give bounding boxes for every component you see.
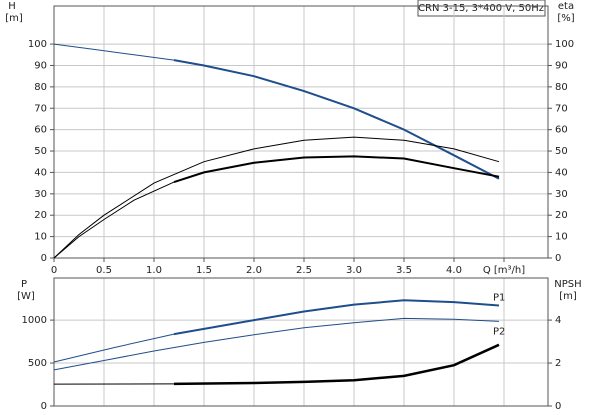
curve <box>173 59 500 180</box>
y-tick-label: 80 <box>34 82 47 93</box>
x-tick-label: Q [m³/h] <box>483 265 525 276</box>
x-tick-label: 3.5 <box>396 265 412 276</box>
curve <box>173 299 500 336</box>
y2-tick-label: 2 <box>555 358 561 369</box>
y-unit: [W] <box>17 291 35 302</box>
curve <box>173 343 500 386</box>
y2-tick-label: 10 <box>555 232 568 243</box>
x-tick-label: 4.0 <box>446 265 462 276</box>
y2-tick-label: 4 <box>555 315 561 326</box>
x-tick-label: 0.5 <box>96 265 112 276</box>
x-tick-label: 2.0 <box>246 265 262 276</box>
y-tick-label: 70 <box>34 103 47 114</box>
chart-title: CRN 3-15, 3*400 V, 50Hz <box>418 3 544 14</box>
curve <box>53 181 175 259</box>
x-tick-label: 2.5 <box>296 265 312 276</box>
y-tick-label: 40 <box>34 167 47 178</box>
y-tick-label: 500 <box>28 358 47 369</box>
curve <box>173 155 500 184</box>
curve-label: P2 <box>493 326 505 337</box>
y2-tick-label: 0 <box>555 401 561 412</box>
y2-tick-label: 100 <box>555 39 574 50</box>
y2-tick-label: 0 <box>555 253 561 264</box>
y2-tick-label: 80 <box>555 82 568 93</box>
curve <box>53 136 500 259</box>
y2-tick-label: 50 <box>555 146 568 157</box>
curve-label: P1 <box>493 292 505 303</box>
curve <box>53 317 500 371</box>
y2-tick-label: 90 <box>555 60 568 71</box>
y-tick-label: 0 <box>41 253 47 264</box>
y2-tick-label: 60 <box>555 125 568 136</box>
y2-tick-label: 20 <box>555 210 568 221</box>
y-tick-label: 1000 <box>22 315 47 326</box>
y2-label: NPSH <box>554 279 581 290</box>
y-tick-label: 10 <box>34 232 47 243</box>
x-tick-label: 3.0 <box>346 265 362 276</box>
y2-unit: [m] <box>559 291 577 302</box>
y2-tick-label: 70 <box>555 103 568 114</box>
y2-tick-label: 40 <box>555 167 568 178</box>
y2-label: eta <box>558 1 574 12</box>
plot-frame <box>53 277 549 407</box>
x-tick-label: 0 <box>51 265 57 276</box>
y-tick-label: 60 <box>34 125 47 136</box>
x-tick-label: 1.0 <box>146 265 162 276</box>
y-tick-label: 50 <box>34 146 47 157</box>
y-label: P <box>21 279 27 290</box>
y-unit: [m] <box>5 13 23 24</box>
y2-unit: [%] <box>557 13 574 24</box>
y-tick-label: 90 <box>34 60 47 71</box>
y2-tick-label: 30 <box>555 189 568 200</box>
y-tick-label: 0 <box>41 401 47 412</box>
title-box <box>417 0 546 17</box>
plot-frame <box>53 5 549 259</box>
y-tick-label: 20 <box>34 210 47 221</box>
curve <box>53 43 175 61</box>
y-label: H <box>8 1 16 12</box>
y-tick-label: 100 <box>28 39 47 50</box>
x-tick-label: 1.5 <box>196 265 212 276</box>
y-tick-label: 30 <box>34 189 47 200</box>
curve <box>53 333 175 363</box>
